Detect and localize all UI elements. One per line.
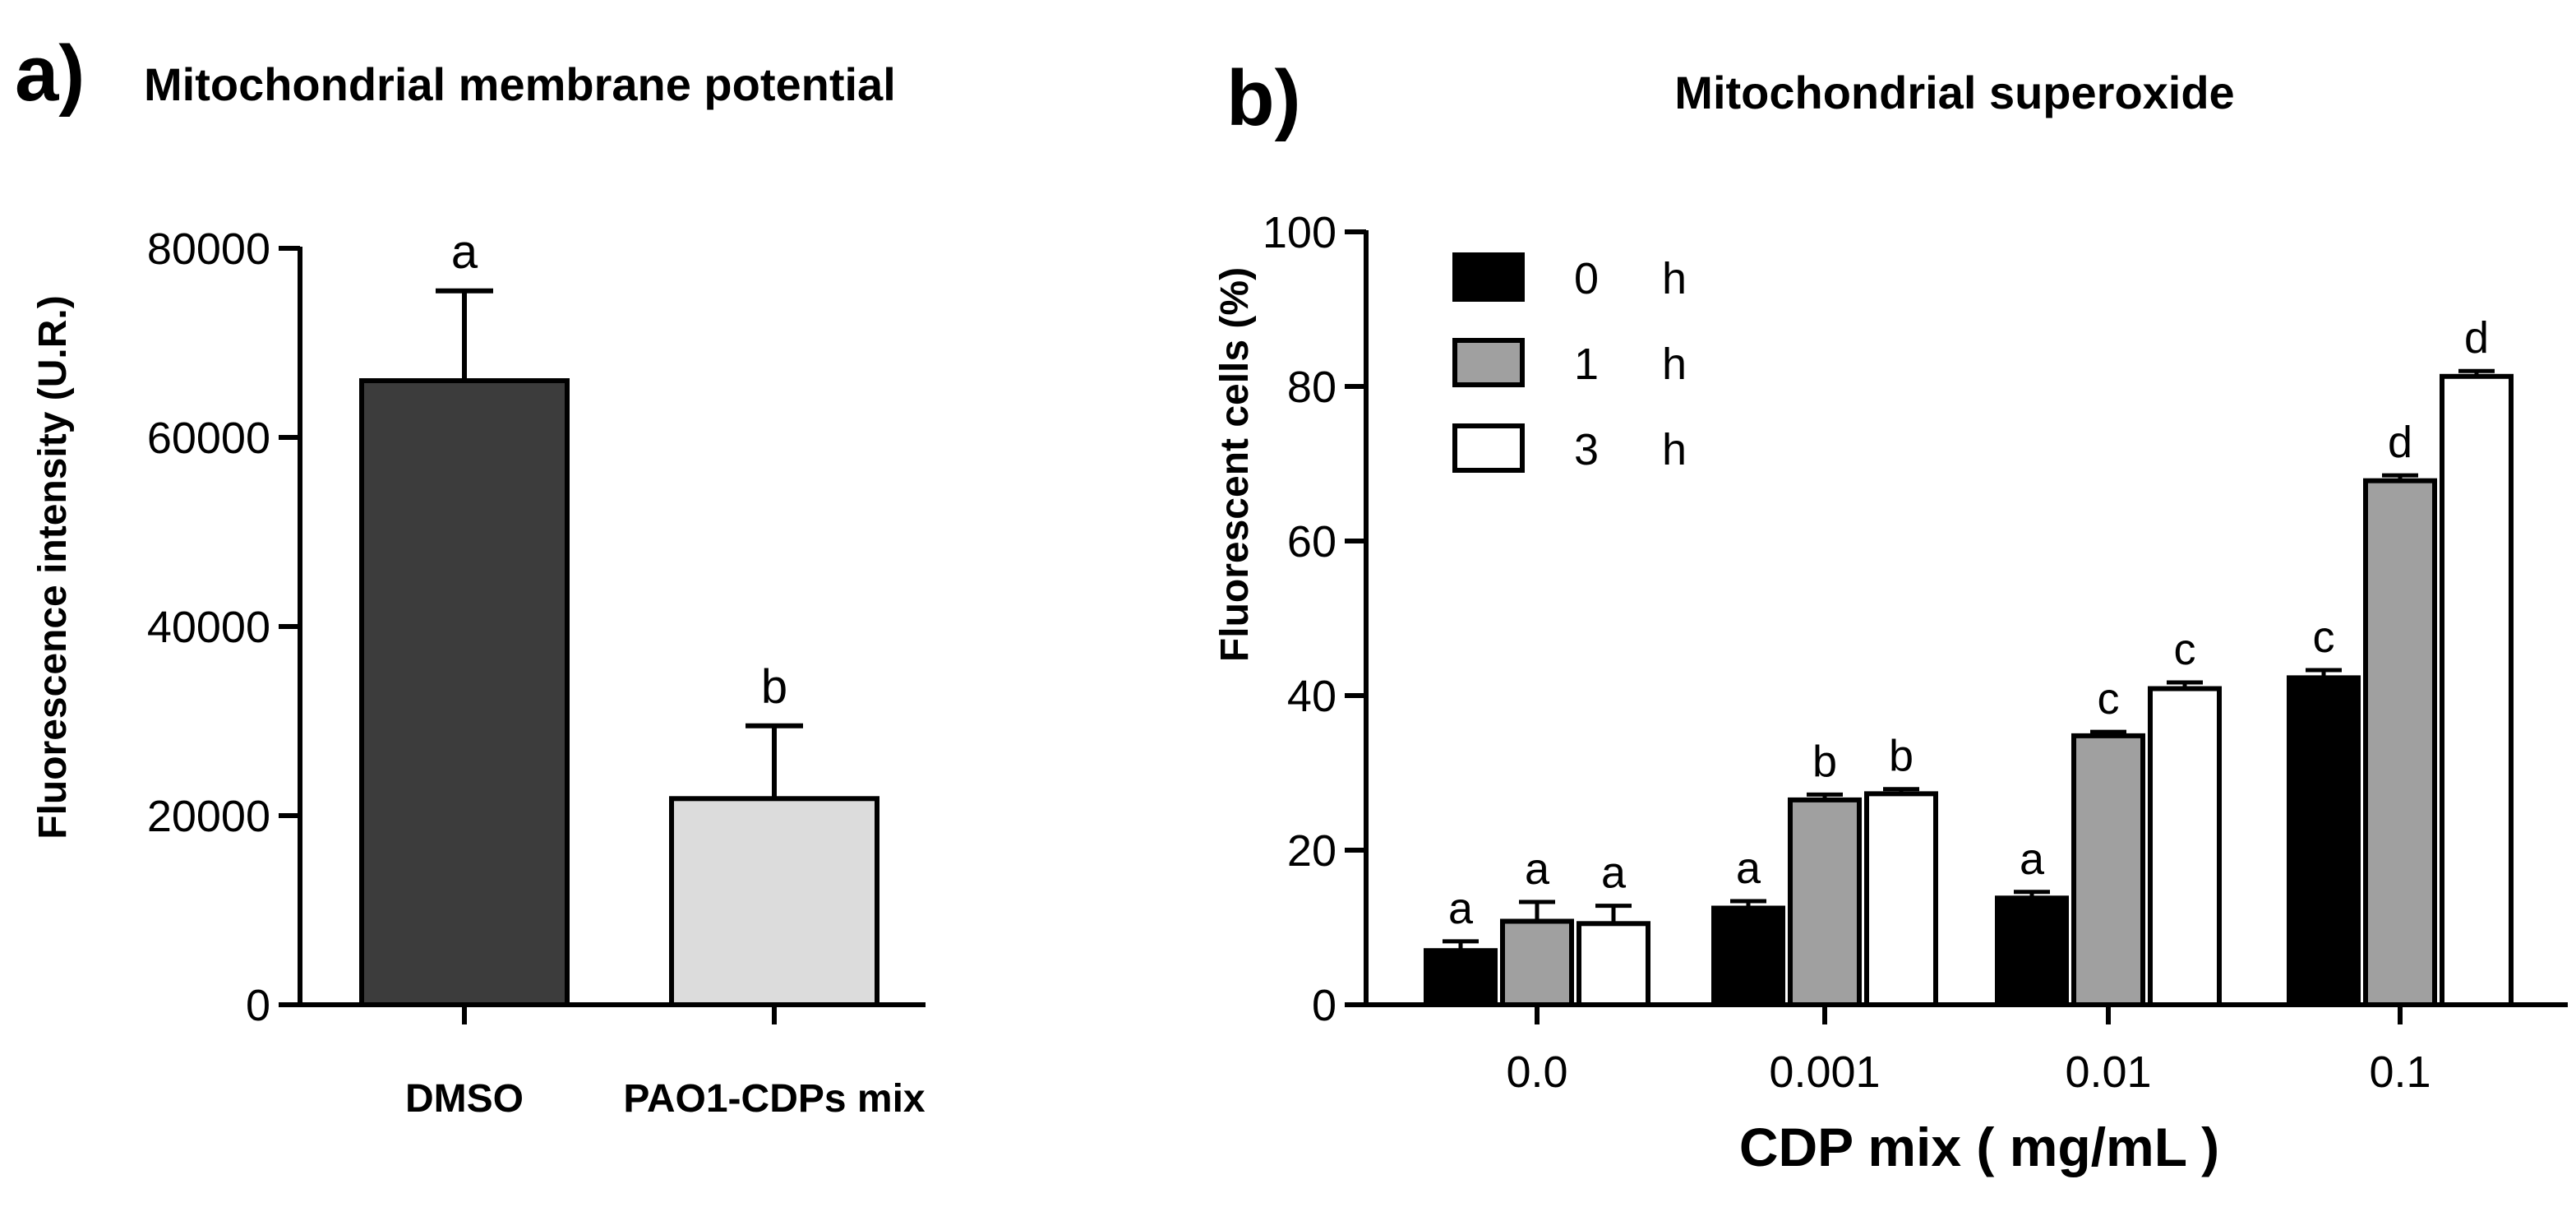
x-tick-label: 0.001	[1769, 1047, 1880, 1097]
sig-letter: a	[1736, 844, 1761, 893]
bar	[1424, 948, 1498, 1007]
sig-letter: a	[1525, 844, 1550, 894]
y-tick-label: 20000	[147, 792, 270, 841]
sig-letter: b	[1889, 732, 1914, 781]
x-tick-label: 0.01	[2065, 1047, 2151, 1097]
sig-letter: a	[1448, 884, 1474, 933]
sig-letter: c	[2098, 674, 2120, 724]
y-tick-label: 40000	[147, 603, 270, 652]
panel-b-label: b)	[1226, 54, 1301, 142]
bar	[2440, 373, 2514, 1007]
sig-letter: b	[761, 660, 787, 714]
y-tick-label: 100	[1263, 208, 1336, 257]
sig-letter: b	[1812, 737, 1837, 786]
panel-b-plot: 0 20 40 60 80 100 a a a 0.0 a b b 0.001 a c c 0.01 c d d 0.1 0…	[1263, 208, 2568, 1097]
bar	[2287, 675, 2361, 1007]
bar	[1788, 797, 1862, 1008]
x-tick-label: 0.0	[1506, 1047, 1567, 1097]
bar	[1577, 921, 1650, 1008]
sig-letter: d	[2464, 313, 2489, 363]
bar	[1711, 905, 1785, 1007]
panel-b-xlabel: CDP mix ( mg/mL )	[1739, 1117, 2219, 1177]
bar	[1864, 791, 1938, 1007]
bar	[359, 378, 570, 1007]
legend-label: 3	[1574, 425, 1599, 474]
sig-letter: c	[2174, 625, 2196, 674]
y-tick-label: 60	[1287, 517, 1336, 567]
legend-label: 0	[1574, 254, 1599, 303]
bar	[2148, 686, 2222, 1007]
legend-label: 1	[1574, 340, 1599, 389]
sig-letter: c	[2313, 613, 2335, 662]
sig-letter: a	[2020, 835, 2045, 884]
y-tick-label: 20	[1287, 826, 1336, 876]
panel-a-label: a)	[15, 30, 85, 118]
legend-unit: h	[1662, 425, 1687, 474]
x-tick-label: 0.1	[2369, 1047, 2431, 1097]
bar	[1995, 895, 2069, 1008]
bar	[1500, 918, 1574, 1007]
bar	[669, 796, 879, 1007]
y-tick-label: 0	[246, 981, 270, 1030]
sig-letter: a	[451, 225, 478, 279]
bar	[2071, 733, 2145, 1007]
legend-swatch	[1452, 338, 1525, 387]
x-tick-label: DMSO	[405, 1077, 524, 1121]
legend-unit: h	[1662, 254, 1687, 303]
y-tick-label: 60000	[147, 414, 270, 463]
legend-swatch	[1452, 252, 1525, 302]
panel-a-plot: 0 20000 40000 60000 80000 a DMSO b PAO1-CDPs mix	[147, 224, 926, 1121]
panel-b-ylabel: Fluorescent cells (%)	[1213, 267, 1257, 662]
y-tick-label: 80	[1287, 363, 1336, 412]
legend-unit: h	[1662, 340, 1687, 389]
bar	[2363, 478, 2437, 1007]
y-tick-label: 40	[1287, 672, 1336, 721]
sig-letter: a	[1601, 849, 1627, 898]
panel-b-title: Mitochondrial superoxide	[1674, 67, 2234, 118]
x-tick-label: PAO1-CDPs mix	[623, 1077, 926, 1121]
panel-a-title: Mitochondrial membrane potential	[144, 58, 896, 110]
legend-swatch	[1452, 423, 1525, 473]
panel-a-ylabel: Fluorescence intensity (U.R.)	[31, 295, 75, 839]
y-tick-label: 0	[1312, 981, 1336, 1030]
y-tick-label: 80000	[147, 224, 270, 274]
sig-letter: d	[2388, 418, 2412, 467]
